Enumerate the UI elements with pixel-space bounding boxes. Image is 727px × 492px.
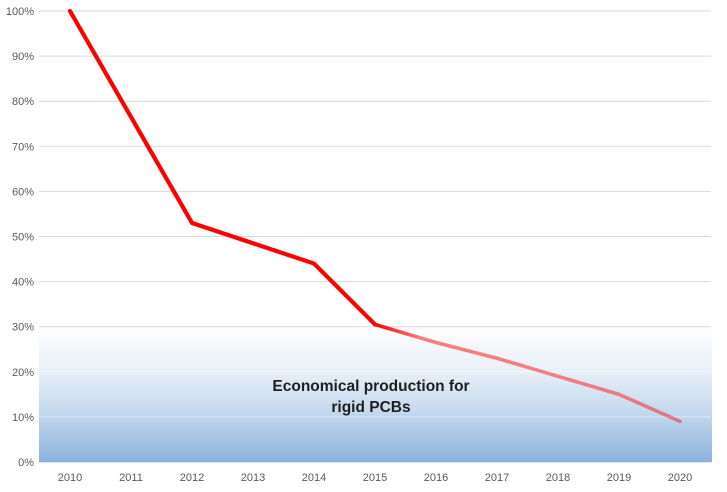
y-tick-label-0%: 0% bbox=[18, 457, 34, 469]
y-axis-labels: 0% 10% 20% 30% 40% 50% 60% 70% 80% 90% 100% bbox=[6, 6, 34, 469]
annotation-line-1: Economical production for bbox=[272, 378, 469, 395]
x-tick-label-2020: 2020 bbox=[668, 472, 692, 484]
trend-line-solid-segment bbox=[67, 8, 378, 327]
x-tick-label-2011: 2011 bbox=[119, 472, 143, 484]
y-tick-label-80%: 80% bbox=[12, 96, 34, 108]
x-tick-label-2018: 2018 bbox=[546, 472, 570, 484]
gridlines bbox=[39, 10, 711, 463]
x-tick-label-2015: 2015 bbox=[363, 472, 387, 484]
economical-zone-band bbox=[39, 326, 712, 462]
x-tick-label-2019: 2019 bbox=[607, 472, 631, 484]
y-tick-label-90%: 90% bbox=[12, 51, 34, 63]
y-tick-label-50%: 50% bbox=[12, 232, 34, 244]
x-tick-label-2016: 2016 bbox=[424, 472, 448, 484]
annotation-line-2: rigid PCBs bbox=[331, 399, 410, 416]
y-tick-label-10%: 10% bbox=[12, 412, 34, 424]
y-tick-label-40%: 40% bbox=[12, 277, 34, 289]
y-tick-label-20%: 20% bbox=[12, 367, 34, 379]
y-tick-label-30%: 30% bbox=[12, 322, 34, 334]
y-tick-label-100%: 100% bbox=[6, 6, 34, 18]
x-tick-label-2014: 2014 bbox=[302, 472, 326, 484]
trend-line-faded-segment bbox=[373, 322, 682, 424]
x-tick-label-2010: 2010 bbox=[58, 472, 82, 484]
y-tick-label-70%: 70% bbox=[12, 141, 34, 153]
x-tick-label-2012: 2012 bbox=[180, 472, 204, 484]
x-axis-labels: 2010 2011 2012 2013 2014 2015 2016 2017 2018 2019… bbox=[58, 472, 692, 484]
y-tick-label-60%: 60% bbox=[12, 186, 34, 198]
x-tick-label-2017: 2017 bbox=[485, 472, 509, 484]
x-tick-label-2013: 2013 bbox=[241, 472, 265, 484]
